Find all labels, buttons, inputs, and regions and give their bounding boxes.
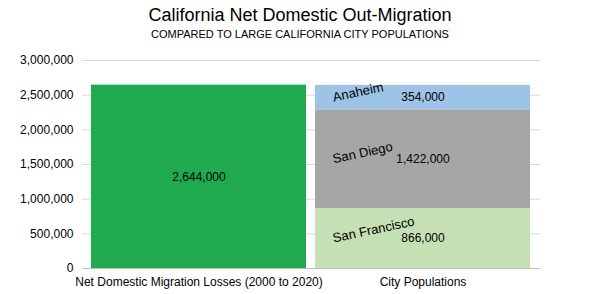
svg-text:Net Domestic Migration Losses: Net Domestic Migration Losses (2000 to 2… — [75, 275, 322, 289]
svg-text:Anaheim: Anaheim — [331, 79, 384, 104]
svg-text:2,500,000: 2,500,000 — [20, 88, 74, 102]
svg-text:0: 0 — [67, 261, 74, 275]
svg-text:City Populations: City Populations — [380, 275, 467, 289]
svg-text:2,000,000: 2,000,000 — [20, 123, 74, 137]
svg-text:354,000: 354,000 — [401, 90, 445, 104]
svg-text:866,000: 866,000 — [401, 231, 445, 245]
svg-text:San Diego: San Diego — [331, 139, 394, 166]
html-text:California Net Domestic Out-Mi: California Net Domestic Out-Migration — [148, 5, 452, 25]
html-text:COMPARED TO LARGE CALIFORNIA C: COMPARED TO LARGE CALIFORNIA CITY POPULA… — [151, 28, 449, 40]
svg-text:2,644,000: 2,644,000 — [172, 170, 226, 184]
svg-text:1,422,000: 1,422,000 — [396, 152, 450, 166]
svg-text:3,000,000: 3,000,000 — [20, 53, 74, 67]
svg-text:500,000: 500,000 — [30, 227, 74, 241]
svg-text:1,000,000: 1,000,000 — [20, 192, 74, 206]
svg-text:San Francisco: San Francisco — [331, 214, 415, 246]
svg-text:1,500,000: 1,500,000 — [20, 157, 74, 171]
